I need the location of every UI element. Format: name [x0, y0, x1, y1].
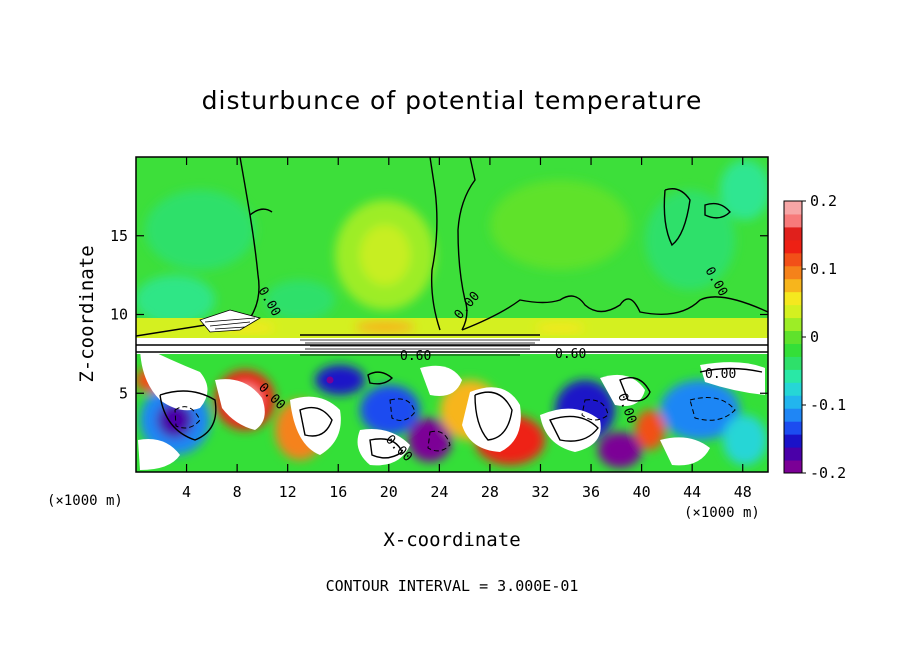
hatched-layer [199, 309, 540, 356]
colorbar-swatch [784, 356, 802, 370]
chart-title: disturbunce of potential temperature [201, 86, 703, 115]
x-tick-label: 12 [279, 483, 297, 501]
x-tick-label: 4 [182, 483, 191, 501]
y-axis: 5 10 15 [110, 227, 768, 402]
warm-band [136, 318, 768, 338]
colorbar-labels: 0.2 0.1 0 -0.1 -0.2 [802, 192, 846, 482]
x-tick-label: 20 [380, 483, 398, 501]
colorbar-swatch [784, 330, 802, 344]
colorbar-swatch [784, 395, 802, 409]
x-axis-title: X-coordinate [383, 529, 520, 551]
negative-contours [174, 397, 736, 452]
colorbar-swatch [784, 226, 802, 241]
contour-interval-note: CONTOUR INTERVAL = 3.000E-01 [325, 577, 579, 595]
colorbar-swatch [784, 304, 802, 319]
colorbar-swatch [784, 291, 802, 306]
colorbar-tick-label: -0.2 [810, 464, 846, 482]
x-tick-label: 48 [734, 483, 752, 501]
colorbar-tick-label: -0.1 [810, 396, 846, 414]
colorbar-swatch [784, 447, 802, 461]
x-tick-label: 8 [233, 483, 242, 501]
colorbar [784, 201, 802, 474]
x-tick-label: 32 [531, 483, 549, 501]
x-tick-label: 24 [430, 483, 448, 501]
colorbar-swatch [784, 343, 802, 357]
x-tick-label: 16 [329, 483, 347, 501]
colorbar-swatch [784, 201, 802, 215]
colorbar-swatch [784, 460, 802, 474]
colorbar-swatch [784, 317, 802, 332]
x-tick-label: 44 [683, 483, 701, 501]
z-unit-label: (×1000 m) [47, 493, 123, 509]
heatmap-field [136, 157, 768, 472]
contour-label: 0.00 [705, 367, 736, 382]
y-tick-label: 5 [119, 384, 128, 402]
min-marker [326, 376, 334, 384]
colorbar-swatch [784, 252, 802, 267]
x-tick-label: 36 [582, 483, 600, 501]
contour-label: 0.60 [400, 349, 431, 364]
colorbar-swatch [784, 382, 802, 396]
colorbar-tick-label: 0.2 [810, 192, 837, 210]
x-tick-label: 40 [633, 483, 651, 501]
upper-field-shading [136, 160, 768, 325]
y-tick-label: 15 [110, 227, 128, 245]
contour-label: 0.60 [555, 347, 586, 362]
y-tick-label: 10 [110, 306, 128, 324]
colorbar-swatch [784, 265, 802, 280]
colorbar-tick-label: 0.1 [810, 260, 837, 278]
colorbar-swatch [784, 434, 802, 448]
x-axis: 4 8 12 16 20 24 28 32 36 40 44 48 [182, 157, 752, 501]
colorbar-swatch [784, 239, 802, 254]
y-axis-title: Z-coordinate [76, 245, 98, 382]
x-tick-label: 28 [481, 483, 499, 501]
colorbar-swatch [784, 278, 802, 293]
colorbar-swatch [784, 421, 802, 435]
x-unit-label: (×1000 m) [684, 505, 760, 521]
colorbar-swatch [784, 408, 802, 422]
colorbar-swatch [784, 369, 802, 383]
colorbar-swatch [784, 213, 802, 228]
colorbar-tick-label: 0 [810, 328, 819, 346]
